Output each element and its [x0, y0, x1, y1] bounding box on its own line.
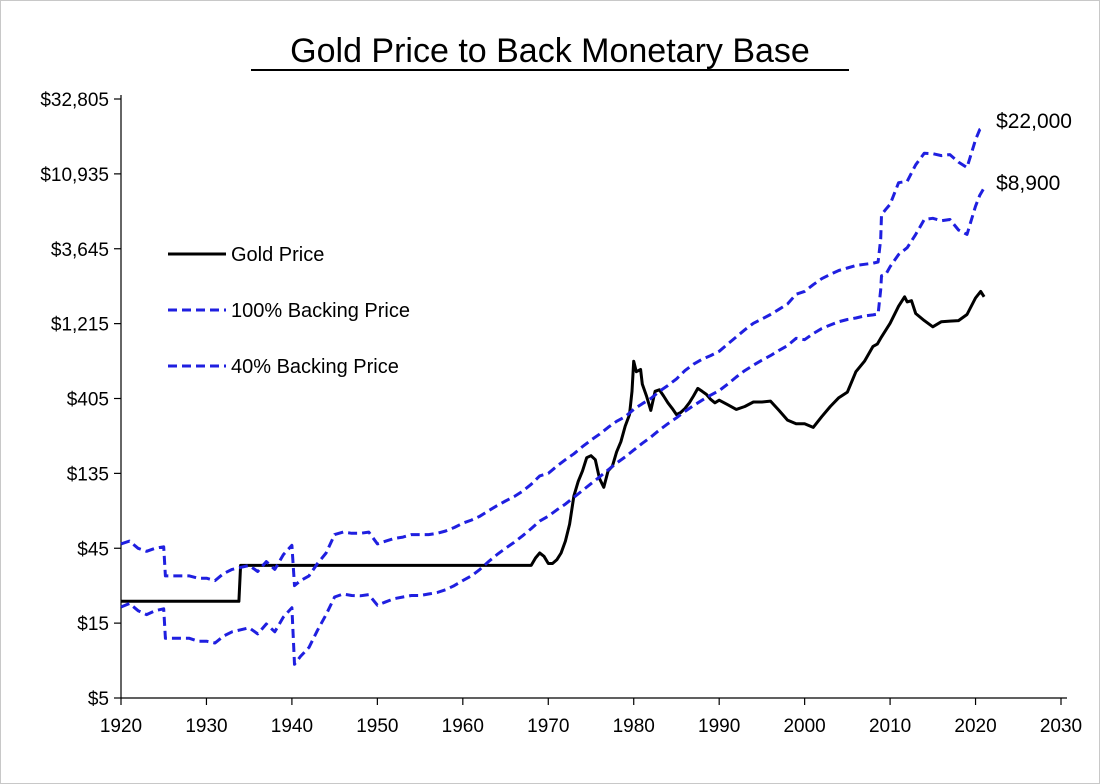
x-tick-label: 2030	[1040, 716, 1082, 737]
chart-title: Gold Price to Back Monetary Base	[290, 32, 810, 70]
x-tick-label: 1950	[356, 716, 398, 737]
legend-label-backing-100: 100% Backing Price	[231, 300, 410, 322]
end-value-label: $8,900	[996, 172, 1060, 195]
y-tick-label: $1,215	[51, 315, 109, 336]
legend-label-gold-price: Gold Price	[231, 244, 324, 266]
y-tick-label: $135	[67, 464, 109, 485]
legend: Gold Price 100% Backing Price 40% Backing …	[168, 244, 410, 378]
y-tick-label: $5	[88, 689, 109, 710]
x-tick-label: 1970	[527, 716, 569, 737]
series-line-gold-price	[121, 289, 986, 603]
series-layer	[120, 124, 986, 666]
y-tick-label: $45	[77, 539, 109, 560]
end-value-label: $22,000	[996, 110, 1072, 133]
series-line-backing-40	[120, 187, 986, 666]
annotations: $22,000 $8,900	[996, 110, 1072, 195]
x-tick-label: 2010	[869, 716, 911, 737]
y-tick-label: $10,935	[40, 165, 109, 186]
x-tick-label: 1980	[613, 716, 655, 737]
y-tick-label: $32,805	[40, 90, 109, 111]
x-tick-label: 2000	[783, 716, 825, 737]
y-tick-label: $3,645	[51, 240, 109, 261]
series-line-backing-100	[120, 124, 985, 588]
x-tick-label: 2020	[954, 716, 996, 737]
x-tick-label: 1920	[100, 716, 142, 737]
x-tick-label: 1960	[442, 716, 484, 737]
x-tick-label: 1990	[698, 716, 740, 737]
y-tick-label: $15	[77, 614, 109, 635]
legend-label-backing-40: 40% Backing Price	[231, 356, 399, 378]
title-group: Gold Price to Back Monetary Base	[251, 32, 849, 71]
x-tick-label: 1930	[185, 716, 227, 737]
x-tick-label: 1940	[271, 716, 313, 737]
axes: $5 $15 $45 $135 $405 $1,215 $3,645 $10,935 $32,8…	[40, 90, 1082, 737]
y-tick-label: $405	[67, 390, 109, 411]
